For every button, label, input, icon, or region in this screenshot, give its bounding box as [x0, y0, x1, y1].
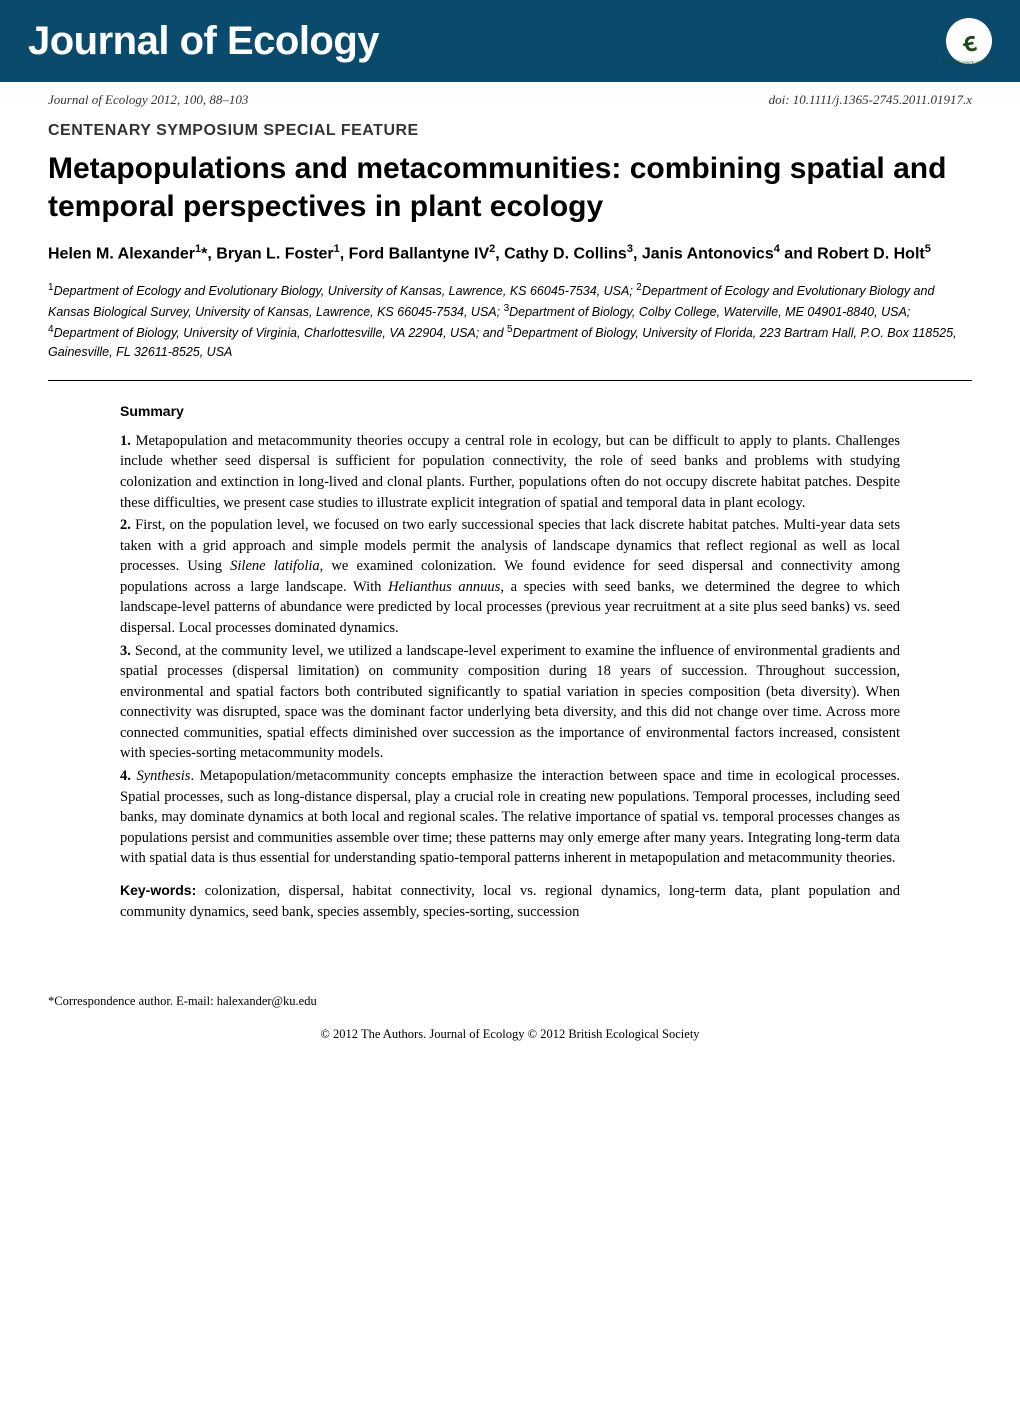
special-feature-label: CENTENARY SYMPOSIUM SPECIAL FEATURE — [48, 122, 972, 140]
page-footer: *Correspondence author. E-mail: halexand… — [0, 946, 1020, 1056]
logo-icon: ꞓ — [960, 22, 979, 60]
article-title: Metapopulations and metacommunities: com… — [48, 150, 972, 225]
publisher-logo: ꞓ British Ecological Society — [946, 18, 992, 64]
summary-block: Summary 1. Metapopulation and metacommun… — [48, 403, 972, 922]
summary-item: 2. First, on the population level, we fo… — [120, 515, 900, 638]
copyright-text: © 2012 The Authors. Journal of Ecology ©… — [320, 1027, 699, 1042]
summary-heading: Summary — [120, 403, 900, 419]
summary-items: 1. Metapopulation and metacommunity theo… — [120, 431, 900, 869]
keywords-block: Key-words: colonization, dispersal, habi… — [120, 881, 900, 922]
meta-row: Journal of Ecology 2012, 100, 88–103 doi… — [0, 82, 1020, 114]
keywords-list: colonization, dispersal, habitat connect… — [120, 883, 900, 920]
summary-item: 3. Second, at the community level, we ut… — [120, 641, 900, 764]
correspondence-text: *Correspondence author. E-mail: halexand… — [48, 994, 972, 1009]
logo-caption: British Ecological Society — [943, 61, 996, 66]
journal-banner: Journal of Ecology ꞓ British Ecological … — [0, 0, 1020, 82]
doi-text: doi: 10.1111/j.1365-2745.2011.01917.x — [769, 92, 972, 108]
summary-item: 4. Synthesis. Metapopulation/metacommuni… — [120, 766, 900, 869]
author-list: Helen M. Alexander1*, Bryan L. Foster1, … — [48, 241, 972, 266]
citation-text: Journal of Ecology 2012, 100, 88–103 — [48, 92, 248, 108]
section-divider — [48, 380, 972, 381]
keywords-label: Key-words: — [120, 882, 196, 898]
summary-item: 1. Metapopulation and metacommunity theo… — [120, 431, 900, 513]
affiliation-list: 1Department of Ecology and Evolutionary … — [48, 280, 972, 361]
journal-name: Journal of Ecology — [28, 19, 379, 64]
article-content: CENTENARY SYMPOSIUM SPECIAL FEATURE Meta… — [0, 114, 1020, 946]
